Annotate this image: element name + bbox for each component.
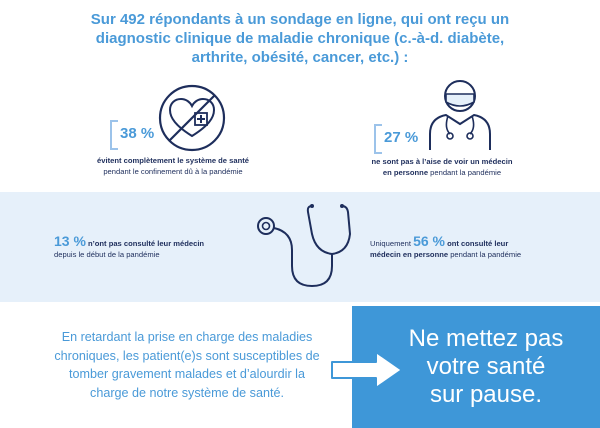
stat4-bold2: médecin en personne: [370, 250, 449, 259]
stat2-bold1: ne sont pas à l’aise de voir un médecin: [371, 157, 513, 166]
call-to-action-text: Ne mettez pas votre santé sur pause.: [408, 325, 564, 408]
stat1-pct-box: 38 %: [110, 120, 155, 150]
stat1-bold: évitent complètement le système de santé: [97, 156, 249, 165]
stat2-bold2: en personne: [382, 167, 429, 177]
stat2-rest: pendant la pandémie: [428, 167, 502, 177]
stat1-value: 38 %: [120, 124, 155, 142]
stat4-bold1: ont consulté leur: [444, 239, 509, 248]
stat4-rest: pendant la pandémie: [448, 250, 522, 259]
stat3-value: 13 %: [54, 233, 86, 249]
stat3-text: 13 % n’ont pas consulté leur médecin dep…: [54, 233, 205, 260]
headline: Sur 492 répondants à un sondage en ligne…: [90, 11, 510, 66]
arrow-right-icon: [331, 351, 403, 389]
stat2-description: ne sont pas à l’aise de voir un médecin …: [322, 157, 562, 178]
stat2-pct-box: 27 %: [374, 124, 419, 154]
stat4-text: Uniquement 56 % ont consulté leur médeci…: [370, 233, 522, 260]
masked-doctor-icon: [429, 80, 491, 150]
stat4-prefix: Uniquement: [370, 239, 414, 248]
stethoscope-icon: [257, 204, 352, 288]
stat4-value: 56 %: [413, 233, 445, 249]
stat1-rest: pendant le confinement dû à la pandémie: [103, 166, 243, 176]
no-healthcare-icon: [158, 84, 226, 152]
stat3-bold: n’ont pas consulté leur médecin: [85, 239, 205, 248]
bottom-message: En retardant la prise en charge des mala…: [54, 330, 320, 400]
stat3-rest: depuis le début de la pandémie: [54, 250, 160, 259]
stat2-value: 27 %: [384, 128, 419, 146]
stat1-description: évitent complètement le système de santé…: [58, 156, 288, 177]
